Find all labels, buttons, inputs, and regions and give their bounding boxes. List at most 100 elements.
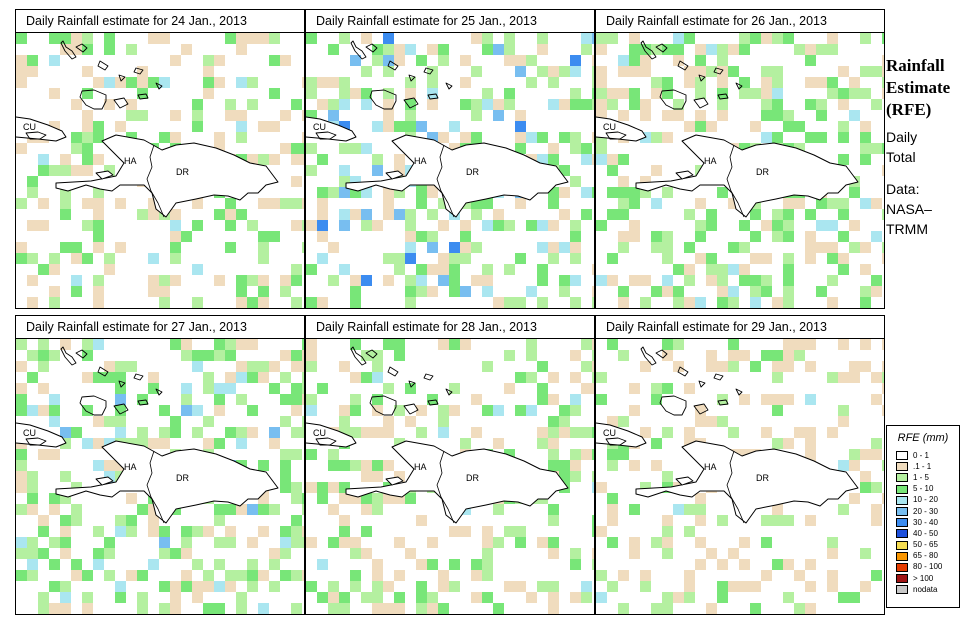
rainfall-cell-light-green [291,264,302,275]
rainfall-cell-green [750,209,761,220]
rainfall-cell-green [607,537,618,548]
rainfall-cell-tan [416,559,427,570]
rainfall-cell-tan [871,449,882,460]
rainfall-cell-light-green [291,427,302,438]
rainfall-cell-tan [783,198,794,209]
rainfall-cell-light-blue [148,559,159,570]
rainfall-cell-green [71,427,82,438]
rainfall-cell-light-green [493,537,504,548]
rainfall-cell-tan [515,55,526,66]
rainfall-cell-light-green [618,350,629,361]
rainfall-cell-green [60,537,71,548]
rainfall-cell-light-green [181,350,192,361]
rainfall-cell-tan [306,220,317,231]
rainfall-cell-tan [258,493,269,504]
rainfall-cell-light-blue [27,405,38,416]
rainfall-cell-tan [537,44,548,55]
rainfall-cell-tan [27,275,38,286]
rainfall-cell-light-green [794,44,805,55]
rainfall-cell-tan [860,121,871,132]
rainfall-cell-tan [548,438,559,449]
rainfall-cell-green [838,264,849,275]
rainfall-cell-green [148,77,159,88]
rainfall-cell-tan [394,471,405,482]
rainfall-cell-tan [361,548,372,559]
rainfall-cell-tan [170,55,181,66]
rainfall-cell-light-blue [49,416,60,427]
rainfall-cell-light-green [728,427,739,438]
rainfall-cell-light-green [350,143,361,154]
rainfall-cell-tan [203,66,214,77]
rainfall-cell-tan [60,339,71,350]
rainfall-cell-light-green [137,209,148,220]
rainfall-cell-tan [805,438,816,449]
rainfall-cell-dark-blue [339,121,350,132]
rainfall-cell-light-green [192,297,203,308]
rainfall-cell-green [427,559,438,570]
rainfall-cell-green [537,275,548,286]
rainfall-cell-green [269,55,280,66]
rainfall-cell-light-green [794,603,805,614]
rainfall-cell-green [548,187,559,198]
legend-swatch [896,518,908,528]
rainfall-cell-tan [438,264,449,275]
rainfall-cell-light-green [482,548,493,559]
rainfall-cell-light-green [306,88,317,99]
rainfall-cell-tan [394,165,405,176]
rainfall-cell-tan [548,592,559,603]
map-label-ha: HA [124,156,137,166]
rainfall-cell-green [27,493,38,504]
rainfall-cell-tan [214,132,225,143]
rainfall-cell-light-green [827,44,838,55]
rainfall-cell-light-blue [350,176,361,187]
rainfall-cell-tan [383,416,394,427]
rainfall-cell-tan [383,187,394,198]
rainfall-cell-light-green [618,416,629,427]
rainfall-cell-light-green [383,88,394,99]
rainfall-cell-light-blue [214,383,225,394]
rainfall-cell-green [849,592,860,603]
rainfall-cell-green [170,339,181,350]
rainfall-cell-green [339,460,350,471]
rainfall-cell-light-green [427,66,438,77]
rainfall-cell-green [38,264,49,275]
rainfall-cell-green [280,394,291,405]
rainfall-cell-tan [394,154,405,165]
rainfall-cell-light-green [383,44,394,55]
rainfall-cell-tan [860,449,871,460]
rainfall-cell-green [504,88,515,99]
rainfall-cell-light-blue [306,405,317,416]
rainfall-cell-light-green [838,121,849,132]
rainfall-cell-tan [548,66,559,77]
rainfall-cell-light-green [783,592,794,603]
rainfall-cell-green [214,438,225,449]
rainfall-cell-light-green [427,231,438,242]
rainfall-cell-blue [361,209,372,220]
rainfall-cell-green [203,77,214,88]
rainfall-cell-light-green [592,471,594,482]
rainfall-cell-light-green [827,537,838,548]
rainfall-cell-tan [739,264,750,275]
rainfall-cell-light-blue [93,339,104,350]
rainfall-cell-light-green [350,548,361,559]
rainfall-cell-tan [717,66,728,77]
rainfall-cell-green [49,559,60,570]
hispaniola-coastline [345,134,569,218]
map-panel-24-jan: Daily Rainfall estimate for 24 Jan., 201… [15,9,305,309]
rainfall-cell-tan [515,132,526,143]
rainfall-cell-tan [148,275,159,286]
bahamas-island [717,399,729,406]
rainfall-cell-light-blue [93,559,104,570]
rainfall-cell-tan [794,339,805,350]
rainfall-cell-tan [570,460,581,471]
rainfall-cell-light-green [394,405,405,416]
rainfall-cell-green [93,548,104,559]
rainfall-cell-light-blue [537,220,548,231]
rainfall-cell-green [559,275,570,286]
rainfall-cell-light-green [471,99,482,110]
rainfall-cell-tan [269,438,280,449]
rainfall-cell-green [192,99,203,110]
rainfall-cell-green [783,209,794,220]
rainfall-cell-green [361,88,372,99]
rainfall-cell-light-green [16,198,27,209]
